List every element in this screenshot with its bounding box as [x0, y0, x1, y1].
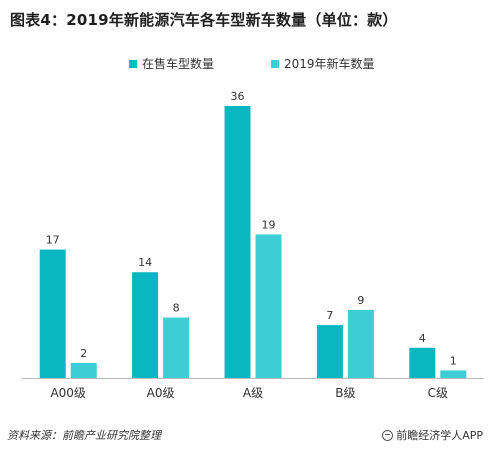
x-tick-label-4: B级: [335, 386, 355, 400]
x-tick-label-5: C级: [428, 386, 448, 400]
data-label-2-4: 9: [357, 294, 364, 307]
data-label-1-2: 14: [138, 256, 152, 269]
bar-1-1: [39, 249, 66, 378]
brand-label: 前瞻经济学人APP: [396, 429, 483, 442]
data-label-2-1: 2: [80, 347, 87, 360]
bar-1-3: [224, 106, 251, 378]
data-label-1-5: 4: [419, 332, 426, 345]
x-tick-label-3: A级: [243, 386, 263, 400]
bar-2-5: [440, 370, 467, 378]
legend: 在售车型数量 2019年新车数量: [0, 55, 491, 73]
data-label-1-4: 7: [326, 309, 333, 322]
legend-label-series-1: 在售车型数量: [142, 57, 215, 71]
bar-1-5: [409, 347, 436, 378]
data-label-2-3: 19: [262, 218, 276, 231]
x-tick-label-2: A0级: [147, 386, 175, 400]
x-tick-label-1: A00级: [50, 386, 85, 400]
bar-2-4: [347, 310, 374, 378]
chart-title: 图表4：2019年新能源汽车各车型新车数量（单位：款）: [10, 11, 398, 29]
data-label-1-1: 17: [46, 234, 60, 247]
globe-icon: [382, 429, 394, 441]
legend-swatch-series-1: [129, 59, 137, 68]
bar-1-4: [316, 325, 343, 378]
bar-1-2: [132, 272, 159, 378]
data-label-1-3: 36: [231, 90, 245, 103]
legend-item-series-2: 2019年新车数量: [271, 55, 375, 72]
legend-swatch-series-2: [271, 59, 279, 68]
data-label-2-5: 1: [450, 354, 457, 367]
data-label-2-2: 8: [173, 302, 180, 315]
legend-label-series-2: 2019年新车数量: [284, 57, 375, 71]
brand-credit: 前瞻经济学人APP: [382, 427, 483, 443]
source-note: 资料来源：前瞻产业研究院整理: [7, 429, 161, 442]
bar-2-1: [70, 362, 97, 378]
bar-2-3: [255, 234, 282, 378]
bar-2-2: [163, 317, 190, 378]
legend-item-series-1: 在售车型数量: [129, 55, 214, 72]
